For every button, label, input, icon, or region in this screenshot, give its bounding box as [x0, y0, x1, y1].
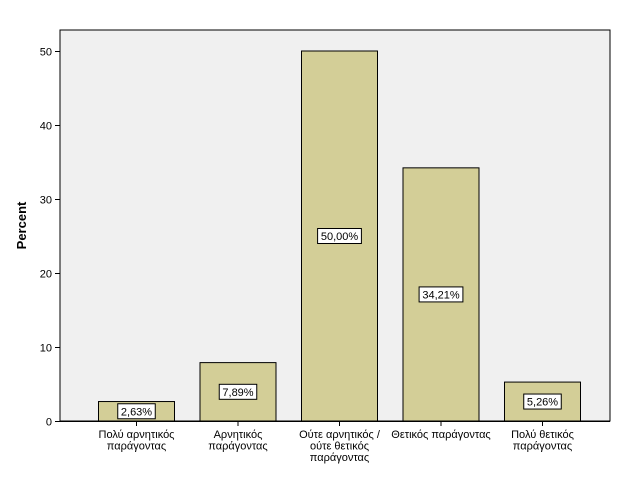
y-tick-label: 30	[40, 195, 52, 207]
data-label: 50,00%	[321, 231, 359, 243]
data-label: 7,89%	[222, 387, 253, 399]
y-tick-label: 10	[40, 343, 52, 355]
data-label-box	[117, 403, 156, 420]
x-category-label: Θετικός παράγοντας	[391, 429, 490, 441]
data-label: 2,63%	[121, 406, 152, 418]
x-axis-labels: Πολύ αρνητικός παράγοντας Αρνητικός παράγον…	[60, 421, 610, 464]
data-label-box	[418, 286, 464, 303]
x-category-label: Πολύ αρνητικός παράγοντας	[99, 429, 175, 453]
y-tick-label: 40	[40, 121, 52, 133]
data-label-box	[317, 228, 362, 244]
data-label: 34,21%	[422, 289, 460, 301]
y-tick-label: 50	[40, 47, 52, 59]
data-label-box	[218, 383, 258, 400]
x-category-label: Πολύ θετικός παράγοντας	[511, 429, 574, 453]
x-category-label: Ούτε αρνητικός / ούτε θετικός παράγοντας	[299, 429, 381, 464]
y-axis-title: Percent	[14, 201, 29, 249]
x-category-label: Αρνητικός παράγοντας	[208, 429, 267, 453]
y-axis: 0 10 20 30 40 50	[40, 30, 61, 429]
y-tick-label: 20	[40, 269, 52, 281]
bars: 2,63% 7,89% 50,00% 34,21% 5,26%	[98, 50, 581, 422]
y-tick-label: 0	[46, 417, 52, 429]
data-label-box	[523, 393, 562, 410]
data-label: 5,26%	[527, 397, 558, 409]
